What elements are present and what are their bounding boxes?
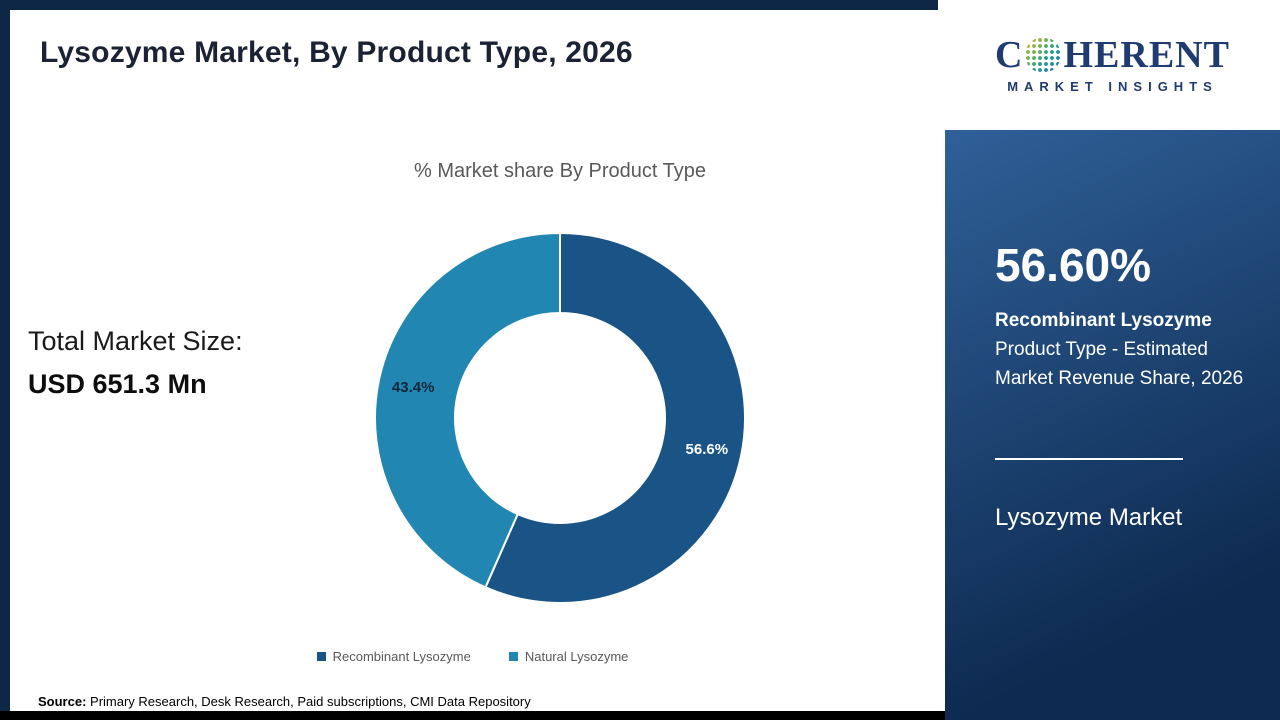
legend-item-natural: Natural Lysozyme <box>508 649 629 664</box>
highlight-stat-value: 56.60% <box>995 239 1152 291</box>
frame-left-border <box>0 0 10 720</box>
frame-top-border <box>0 0 938 10</box>
source-text: Primary Research, Desk Research, Paid su… <box>90 694 531 709</box>
donut-svg: 56.6% 43.4% <box>373 231 746 604</box>
source-line: Source: Primary Research, Desk Research,… <box>38 694 531 709</box>
footer-black-bar <box>0 711 945 720</box>
logo-letter-c: C <box>995 34 1024 76</box>
total-market-size-block: Total Market Size: USD 651.3 Mn <box>28 326 243 400</box>
logo-globe-icon <box>1025 37 1062 73</box>
highlight-stat-description: Recombinant Lysozyme Product Type - Esti… <box>995 306 1245 393</box>
highlight-stat-bold: Recombinant Lysozyme <box>995 310 1212 331</box>
source-label: Source: <box>38 694 87 709</box>
chart-title: % Market share By Product Type <box>414 160 706 182</box>
total-market-size-value: USD 651.3 Mn <box>28 369 207 399</box>
highlight-stat-rest: Product Type - Estimated Market Revenue … <box>995 339 1244 389</box>
legend-swatch-natural <box>508 652 518 661</box>
chart-legend: Recombinant Lysozyme Natural Lysozyme <box>0 649 945 664</box>
total-market-size-label: Total Market Size: <box>28 326 243 356</box>
legend-label-natural: Natural Lysozyme <box>524 649 629 664</box>
legend-item-recombinant: Recombinant Lysozyme <box>316 649 471 664</box>
donut-chart: 56.6% 43.4% <box>370 228 750 608</box>
logo-letters-herent: HERENT <box>1063 34 1230 76</box>
panel-divider-line <box>995 458 1183 460</box>
panel-footer-title: Lysozyme Market <box>995 504 1183 531</box>
logo-subtitle: MARKET INSIGHTS <box>1007 79 1218 94</box>
donut-slice-0 <box>484 231 746 604</box>
donut-slice-1 <box>373 231 561 589</box>
donut-slice-label-0: 56.6% <box>686 441 729 458</box>
page-title: Lysozyme Market, By Product Type, 2026 <box>40 36 633 69</box>
legend-label-recombinant: Recombinant Lysozyme <box>332 649 471 664</box>
highlight-side-panel: 56.60% Recombinant Lysozyme Product Type… <box>945 130 1280 720</box>
logo-wordmark: C HERENT <box>995 36 1230 74</box>
legend-swatch-recombinant <box>316 652 326 661</box>
company-logo: C HERENT MARKET INSIGHTS <box>945 0 1280 130</box>
donut-slice-label-1: 43.4% <box>392 379 435 396</box>
